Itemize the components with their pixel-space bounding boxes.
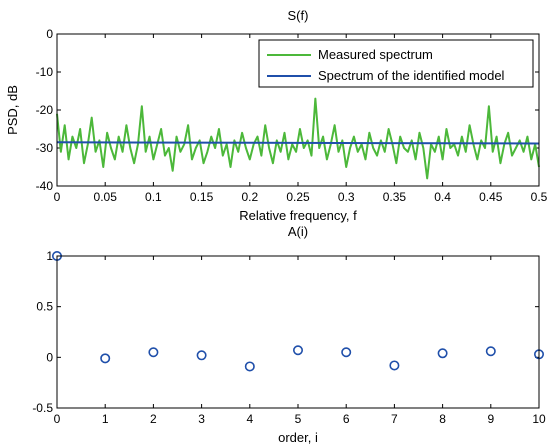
x-tick-label: 1 (102, 412, 109, 426)
coefficient-point (244, 361, 255, 372)
x-tick-label: 6 (343, 412, 350, 426)
x-tick-label: 7 (391, 412, 398, 426)
x-tick-label: 0.1 (145, 190, 162, 204)
x-tick-label: 0.3 (338, 190, 355, 204)
x-tick-label: 2 (150, 412, 157, 426)
x-tick-label: 0.45 (479, 190, 503, 204)
coefficient-point (148, 347, 159, 358)
x-tick-label: 0.2 (241, 190, 258, 204)
spectrum-chart-x-axis-label: Relative frequency, f (239, 208, 357, 223)
x-tick-label: 0.25 (286, 190, 310, 204)
x-tick-label: 3 (198, 412, 205, 426)
x-tick-label: 10 (532, 412, 546, 426)
y-tick-label: -40 (36, 179, 54, 193)
x-tick-label: 0.15 (190, 190, 214, 204)
legend-label-model: Spectrum of the identified model (318, 68, 505, 83)
coefficient-point (485, 346, 496, 357)
x-tick-label: 8 (439, 412, 446, 426)
x-tick-label: 0 (54, 190, 61, 204)
x-tick-label: 4 (246, 412, 253, 426)
spectrum-legend: Measured spectrum Spectrum of the identi… (258, 39, 534, 88)
x-tick-label: 0 (54, 412, 61, 426)
coefficient-point (389, 360, 400, 371)
y-tick-label: 1 (46, 249, 53, 263)
y-tick-label: -20 (36, 103, 54, 117)
legend-label-measured: Measured spectrum (318, 47, 433, 62)
y-tick-label: -10 (36, 65, 54, 79)
spectrum-chart-series (56, 97, 540, 180)
x-tick-label: 0.05 (94, 190, 118, 204)
y-tick-label: 0.5 (36, 300, 53, 314)
spectrum-chart-title: S(f) (288, 8, 309, 23)
y-tick-label: -0.5 (32, 401, 53, 415)
coefficients-chart-x-axis-label: order, i (278, 430, 318, 445)
coefficient-point (196, 350, 207, 361)
spectrum-chart: S(f) 0 0.05 0.1 0.15 0.2 0.25 0.3 0.35 0.4 0.45 0.… (5, 8, 548, 223)
spectrum-chart-ticks: 0 0.05 0.1 0.15 0.2 0.25 0.3 0.35 0.4 0.45 0.5 0 -10… (36, 27, 548, 204)
model-spectrum-line (56, 141, 540, 145)
coefficient-point (292, 345, 303, 356)
coefficients-chart-title: A(i) (288, 224, 308, 239)
x-tick-label: 9 (487, 412, 494, 426)
coefficients-chart-series (51, 251, 544, 372)
coefficient-point (341, 347, 352, 358)
x-tick-label: 0.35 (383, 190, 407, 204)
measured-spectrum-line (56, 97, 540, 180)
spectrum-chart-axes-box (56, 33, 540, 187)
coefficient-point (100, 353, 111, 364)
x-tick-label: 0.5 (531, 190, 548, 204)
x-tick-label: 5 (295, 412, 302, 426)
y-tick-label: 0 (46, 350, 53, 364)
coefficient-point (437, 348, 448, 359)
spectrum-chart-y-axis-label: PSD, dB (5, 85, 20, 135)
coefficients-chart-axes-box (56, 255, 540, 409)
y-tick-label: -30 (36, 141, 54, 155)
y-tick-label: 0 (46, 27, 53, 41)
x-tick-label: 0.4 (434, 190, 451, 204)
legend-box (258, 39, 534, 88)
